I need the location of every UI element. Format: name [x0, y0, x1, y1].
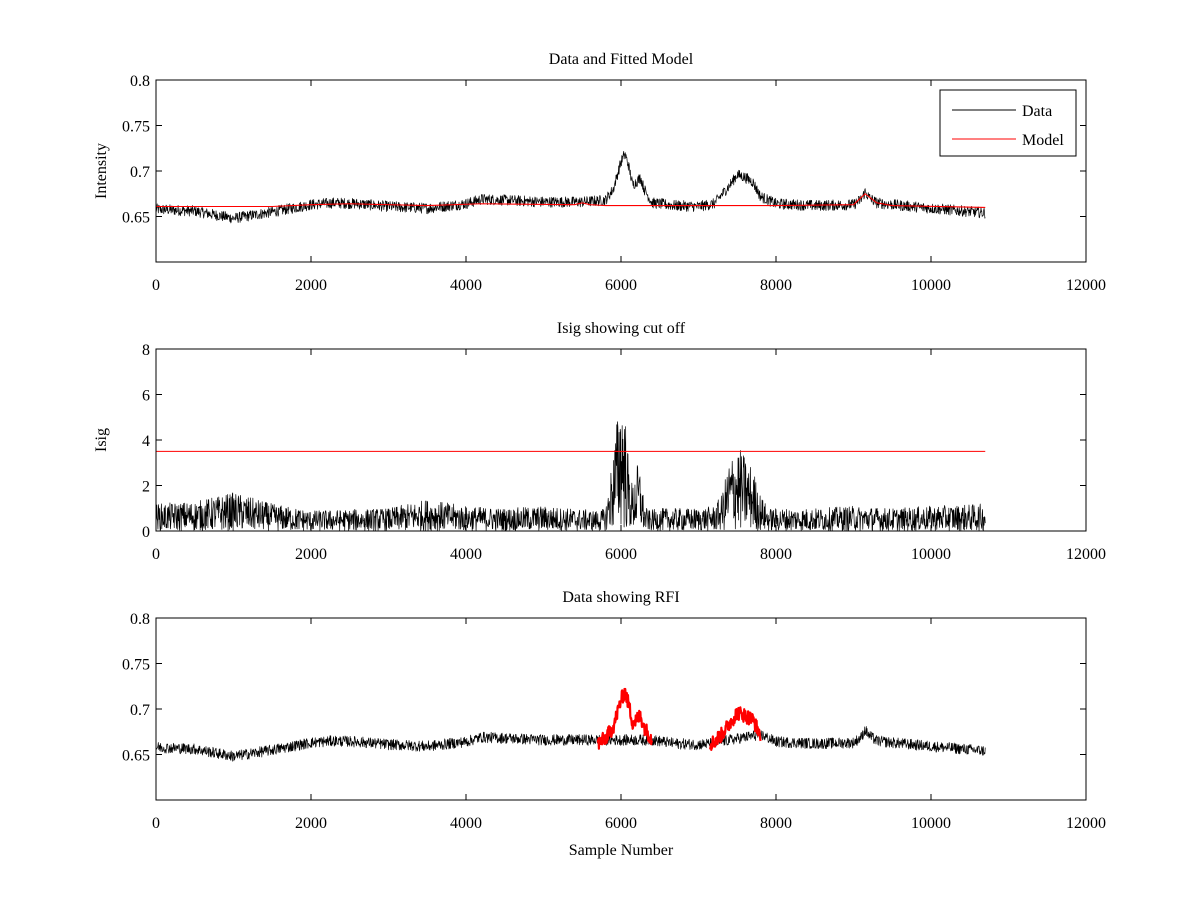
x-tick-label: 8000: [760, 277, 792, 294]
legend-label: Data: [1022, 103, 1052, 120]
y-tick-label: 0.7: [130, 164, 150, 181]
x-tick-label: 10000: [911, 546, 951, 563]
x-tick-label: 0: [152, 277, 160, 294]
y-tick-label: 0.65: [122, 210, 150, 227]
x-tick-label: 6000: [605, 277, 637, 294]
y-tick-label: 6: [142, 388, 150, 405]
y-axis-label: Isig: [93, 428, 110, 452]
legend-box: [939, 89, 1077, 157]
plot-area: [156, 421, 986, 531]
x-tick-label: 8000: [760, 546, 792, 563]
subplot-2: 0 2000 4000 6000 8000 10000 12000 0 2 4 6 8 Isig sho…: [93, 320, 1106, 563]
chart-title: Data and Fitted Model: [549, 51, 694, 68]
series-line-2: [596, 687, 654, 750]
x-tick-label: 6000: [605, 546, 637, 563]
y-tick-label: 8: [142, 342, 150, 359]
x-tick-label: 8000: [760, 815, 792, 832]
y-tick-label: 0.75: [122, 657, 150, 674]
x-tick-label: 6000: [605, 815, 637, 832]
y-tick-label: 0: [142, 524, 150, 541]
series-line-1: [156, 421, 986, 531]
subplot-1: 0 2000 4000 6000 8000 10000 12000 0.65 0.7 0.75 0.…: [93, 51, 1106, 294]
x-axis-label: Sample Number: [569, 842, 674, 859]
plot-area: [156, 150, 986, 224]
x-tick-label: 10000: [911, 277, 951, 294]
x-tick-label: 2000: [295, 546, 327, 563]
x-tick-label: 4000: [450, 546, 482, 563]
y-tick-label: 0.65: [122, 748, 150, 765]
series-line-2: [156, 193, 986, 208]
x-tick-label: 10000: [911, 815, 951, 832]
y-tick-label: 0.8: [130, 73, 150, 90]
plot-area: [156, 687, 986, 762]
legend: Data Model: [939, 89, 1077, 157]
subplot-3: 0 2000 4000 6000 8000 10000 12000 0.65 0.7 0.75 0.…: [122, 589, 1106, 859]
y-tick-label: 0.8: [130, 611, 150, 628]
y-tick-label: 4: [142, 433, 150, 450]
subplots: 0 2000 4000 6000 8000 10000 120000.650.70.750.…: [93, 51, 1106, 859]
x-tick-label: 4000: [450, 815, 482, 832]
x-tick-label: 0: [152, 815, 160, 832]
y-tick-label: 0.75: [122, 119, 150, 136]
series-line-1: [156, 726, 986, 762]
legend-label: Model: [1022, 132, 1064, 149]
x-tick-label: 2000: [295, 815, 327, 832]
y-tick-label: 0.7: [130, 702, 150, 719]
x-tick-label: 12000: [1066, 546, 1106, 563]
y-axis-label: Intensity: [93, 143, 110, 199]
y-tick-label: 2: [142, 479, 150, 496]
x-tick-label: 0: [152, 546, 160, 563]
x-tick-label: 12000: [1066, 277, 1106, 294]
x-tick-label: 2000: [295, 277, 327, 294]
x-tick-label: 4000: [450, 277, 482, 294]
chart-title: Data showing RFI: [562, 589, 679, 606]
series-line-3: [709, 706, 762, 752]
chart-title: Isig showing cut off: [557, 320, 686, 337]
x-tick-label: 12000: [1066, 815, 1106, 832]
